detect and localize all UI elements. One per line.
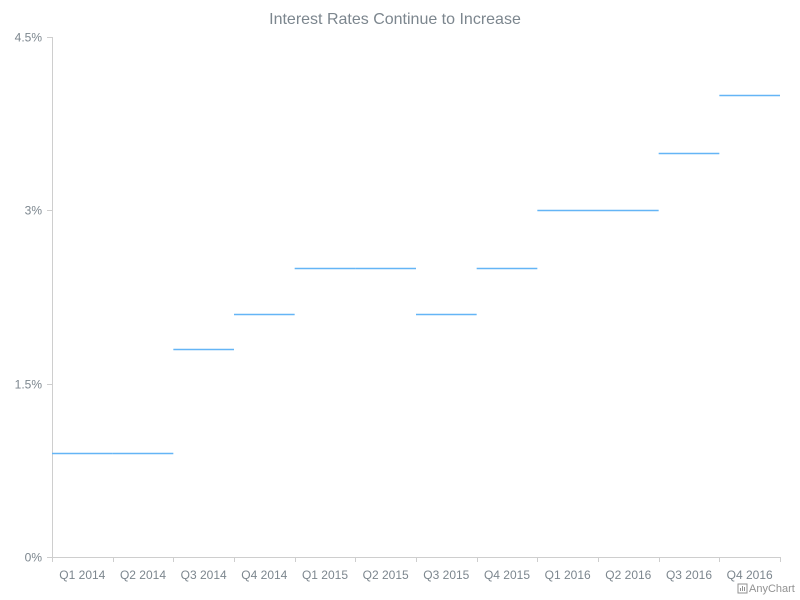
- x-tick-label: Q2 2014: [120, 568, 166, 582]
- bar-chart-icon: [737, 583, 748, 594]
- x-tick-label: Q3 2014: [181, 568, 227, 582]
- x-tick-label: Q1 2015: [302, 568, 348, 582]
- series-layer: [52, 94, 780, 455]
- x-tick-label: Q4 2015: [484, 568, 530, 582]
- y-tick-label: 3%: [25, 204, 43, 218]
- x-axis: Q1 2014 Q2 2014 Q3 2014 Q4 2014 Q1 2015 Q2 20…: [52, 557, 781, 582]
- credit-label: AnyChart: [749, 583, 795, 595]
- chart-title: Interest Rates Continue to Increase: [269, 11, 521, 28]
- y-tick-label: 0%: [25, 551, 43, 565]
- x-tick-label: Q3 2015: [423, 568, 469, 582]
- y-tick-label: 1.5%: [15, 378, 43, 392]
- x-tick-label: Q2 2015: [363, 568, 409, 582]
- x-tick-label: Q3 2016: [666, 568, 712, 582]
- x-tick-label: Q4 2014: [241, 568, 287, 582]
- x-tick-label: Q1 2014: [59, 568, 105, 582]
- x-tick-label: Q4 2016: [727, 568, 773, 582]
- credit[interactable]: AnyChart: [737, 583, 795, 595]
- x-tick-label: Q2 2016: [605, 568, 651, 582]
- y-axis: 0% 1.5% 3% 4.5%: [15, 31, 53, 565]
- y-tick-label: 4.5%: [15, 31, 43, 45]
- x-tick-label: Q1 2016: [545, 568, 591, 582]
